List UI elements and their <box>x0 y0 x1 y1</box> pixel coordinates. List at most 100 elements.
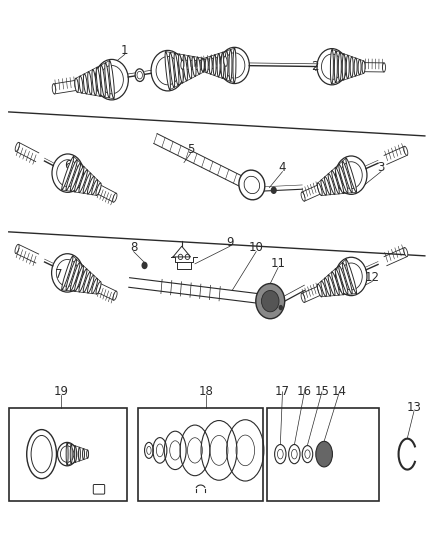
Ellipse shape <box>88 275 94 293</box>
Circle shape <box>256 284 285 319</box>
Ellipse shape <box>338 52 341 82</box>
Ellipse shape <box>192 56 196 76</box>
Ellipse shape <box>201 59 204 71</box>
Text: 8: 8 <box>130 241 137 254</box>
Ellipse shape <box>84 74 88 94</box>
Ellipse shape <box>79 169 88 192</box>
Ellipse shape <box>335 269 343 295</box>
Ellipse shape <box>358 59 361 75</box>
Ellipse shape <box>27 430 57 479</box>
Ellipse shape <box>225 51 228 80</box>
Ellipse shape <box>301 192 305 201</box>
Ellipse shape <box>330 50 333 84</box>
Ellipse shape <box>174 53 179 85</box>
Ellipse shape <box>92 180 98 195</box>
Ellipse shape <box>321 281 326 296</box>
Ellipse shape <box>318 183 322 196</box>
Ellipse shape <box>170 52 175 87</box>
Ellipse shape <box>66 259 77 290</box>
Text: 14: 14 <box>332 385 347 398</box>
Circle shape <box>336 156 367 195</box>
Ellipse shape <box>181 60 184 69</box>
Ellipse shape <box>205 58 208 73</box>
Ellipse shape <box>342 161 352 193</box>
Ellipse shape <box>74 446 76 463</box>
Bar <box>138 408 263 501</box>
Ellipse shape <box>135 69 144 82</box>
FancyBboxPatch shape <box>93 484 105 494</box>
Ellipse shape <box>224 56 227 67</box>
Ellipse shape <box>346 158 357 192</box>
Ellipse shape <box>109 61 114 99</box>
Ellipse shape <box>289 445 300 464</box>
Text: 6: 6 <box>64 159 72 172</box>
Ellipse shape <box>105 63 110 98</box>
Text: 5: 5 <box>187 143 194 156</box>
Ellipse shape <box>213 55 216 76</box>
Ellipse shape <box>321 180 326 195</box>
Ellipse shape <box>62 156 74 190</box>
Ellipse shape <box>221 52 224 78</box>
Ellipse shape <box>201 58 205 72</box>
Text: 13: 13 <box>406 401 421 414</box>
Circle shape <box>336 257 367 296</box>
Ellipse shape <box>113 193 117 202</box>
Ellipse shape <box>179 54 183 83</box>
Ellipse shape <box>183 55 187 81</box>
Ellipse shape <box>229 50 232 81</box>
Bar <box>267 408 379 501</box>
Ellipse shape <box>301 293 305 302</box>
Text: 7: 7 <box>55 268 63 281</box>
Ellipse shape <box>404 146 408 155</box>
Ellipse shape <box>92 278 98 294</box>
Ellipse shape <box>404 247 408 256</box>
Bar <box>9 408 127 501</box>
Ellipse shape <box>325 278 331 296</box>
Ellipse shape <box>74 265 84 292</box>
Ellipse shape <box>382 63 385 72</box>
Ellipse shape <box>209 56 212 74</box>
Text: 3: 3 <box>378 161 385 174</box>
Text: 1: 1 <box>121 44 129 57</box>
Ellipse shape <box>316 441 332 467</box>
Ellipse shape <box>101 65 106 97</box>
Text: 12: 12 <box>365 271 380 284</box>
Circle shape <box>52 254 83 292</box>
Ellipse shape <box>88 176 94 194</box>
Ellipse shape <box>325 176 331 195</box>
Text: 16: 16 <box>297 385 312 398</box>
Ellipse shape <box>339 164 348 193</box>
Ellipse shape <box>339 265 348 294</box>
Text: 11: 11 <box>271 257 286 270</box>
Ellipse shape <box>318 284 322 297</box>
Text: 4: 4 <box>279 161 286 174</box>
Ellipse shape <box>96 67 101 96</box>
Circle shape <box>95 59 128 100</box>
Text: 19: 19 <box>54 385 69 398</box>
Ellipse shape <box>354 58 357 76</box>
Text: 17: 17 <box>275 385 290 398</box>
Ellipse shape <box>302 446 313 463</box>
Ellipse shape <box>335 167 343 193</box>
Ellipse shape <box>165 52 170 90</box>
Circle shape <box>317 49 347 85</box>
Ellipse shape <box>342 262 352 294</box>
Ellipse shape <box>83 173 91 193</box>
Text: 18: 18 <box>198 385 213 398</box>
Ellipse shape <box>79 269 87 292</box>
Ellipse shape <box>71 262 80 291</box>
Ellipse shape <box>187 55 192 79</box>
Ellipse shape <box>31 435 52 473</box>
Ellipse shape <box>334 51 337 83</box>
Ellipse shape <box>328 174 335 195</box>
Ellipse shape <box>96 183 101 196</box>
Ellipse shape <box>79 76 83 93</box>
Ellipse shape <box>82 449 85 459</box>
Circle shape <box>52 154 84 192</box>
Ellipse shape <box>233 48 236 83</box>
Circle shape <box>57 442 77 466</box>
Ellipse shape <box>75 78 78 92</box>
Ellipse shape <box>66 160 77 191</box>
Ellipse shape <box>70 445 72 464</box>
Ellipse shape <box>342 54 345 80</box>
